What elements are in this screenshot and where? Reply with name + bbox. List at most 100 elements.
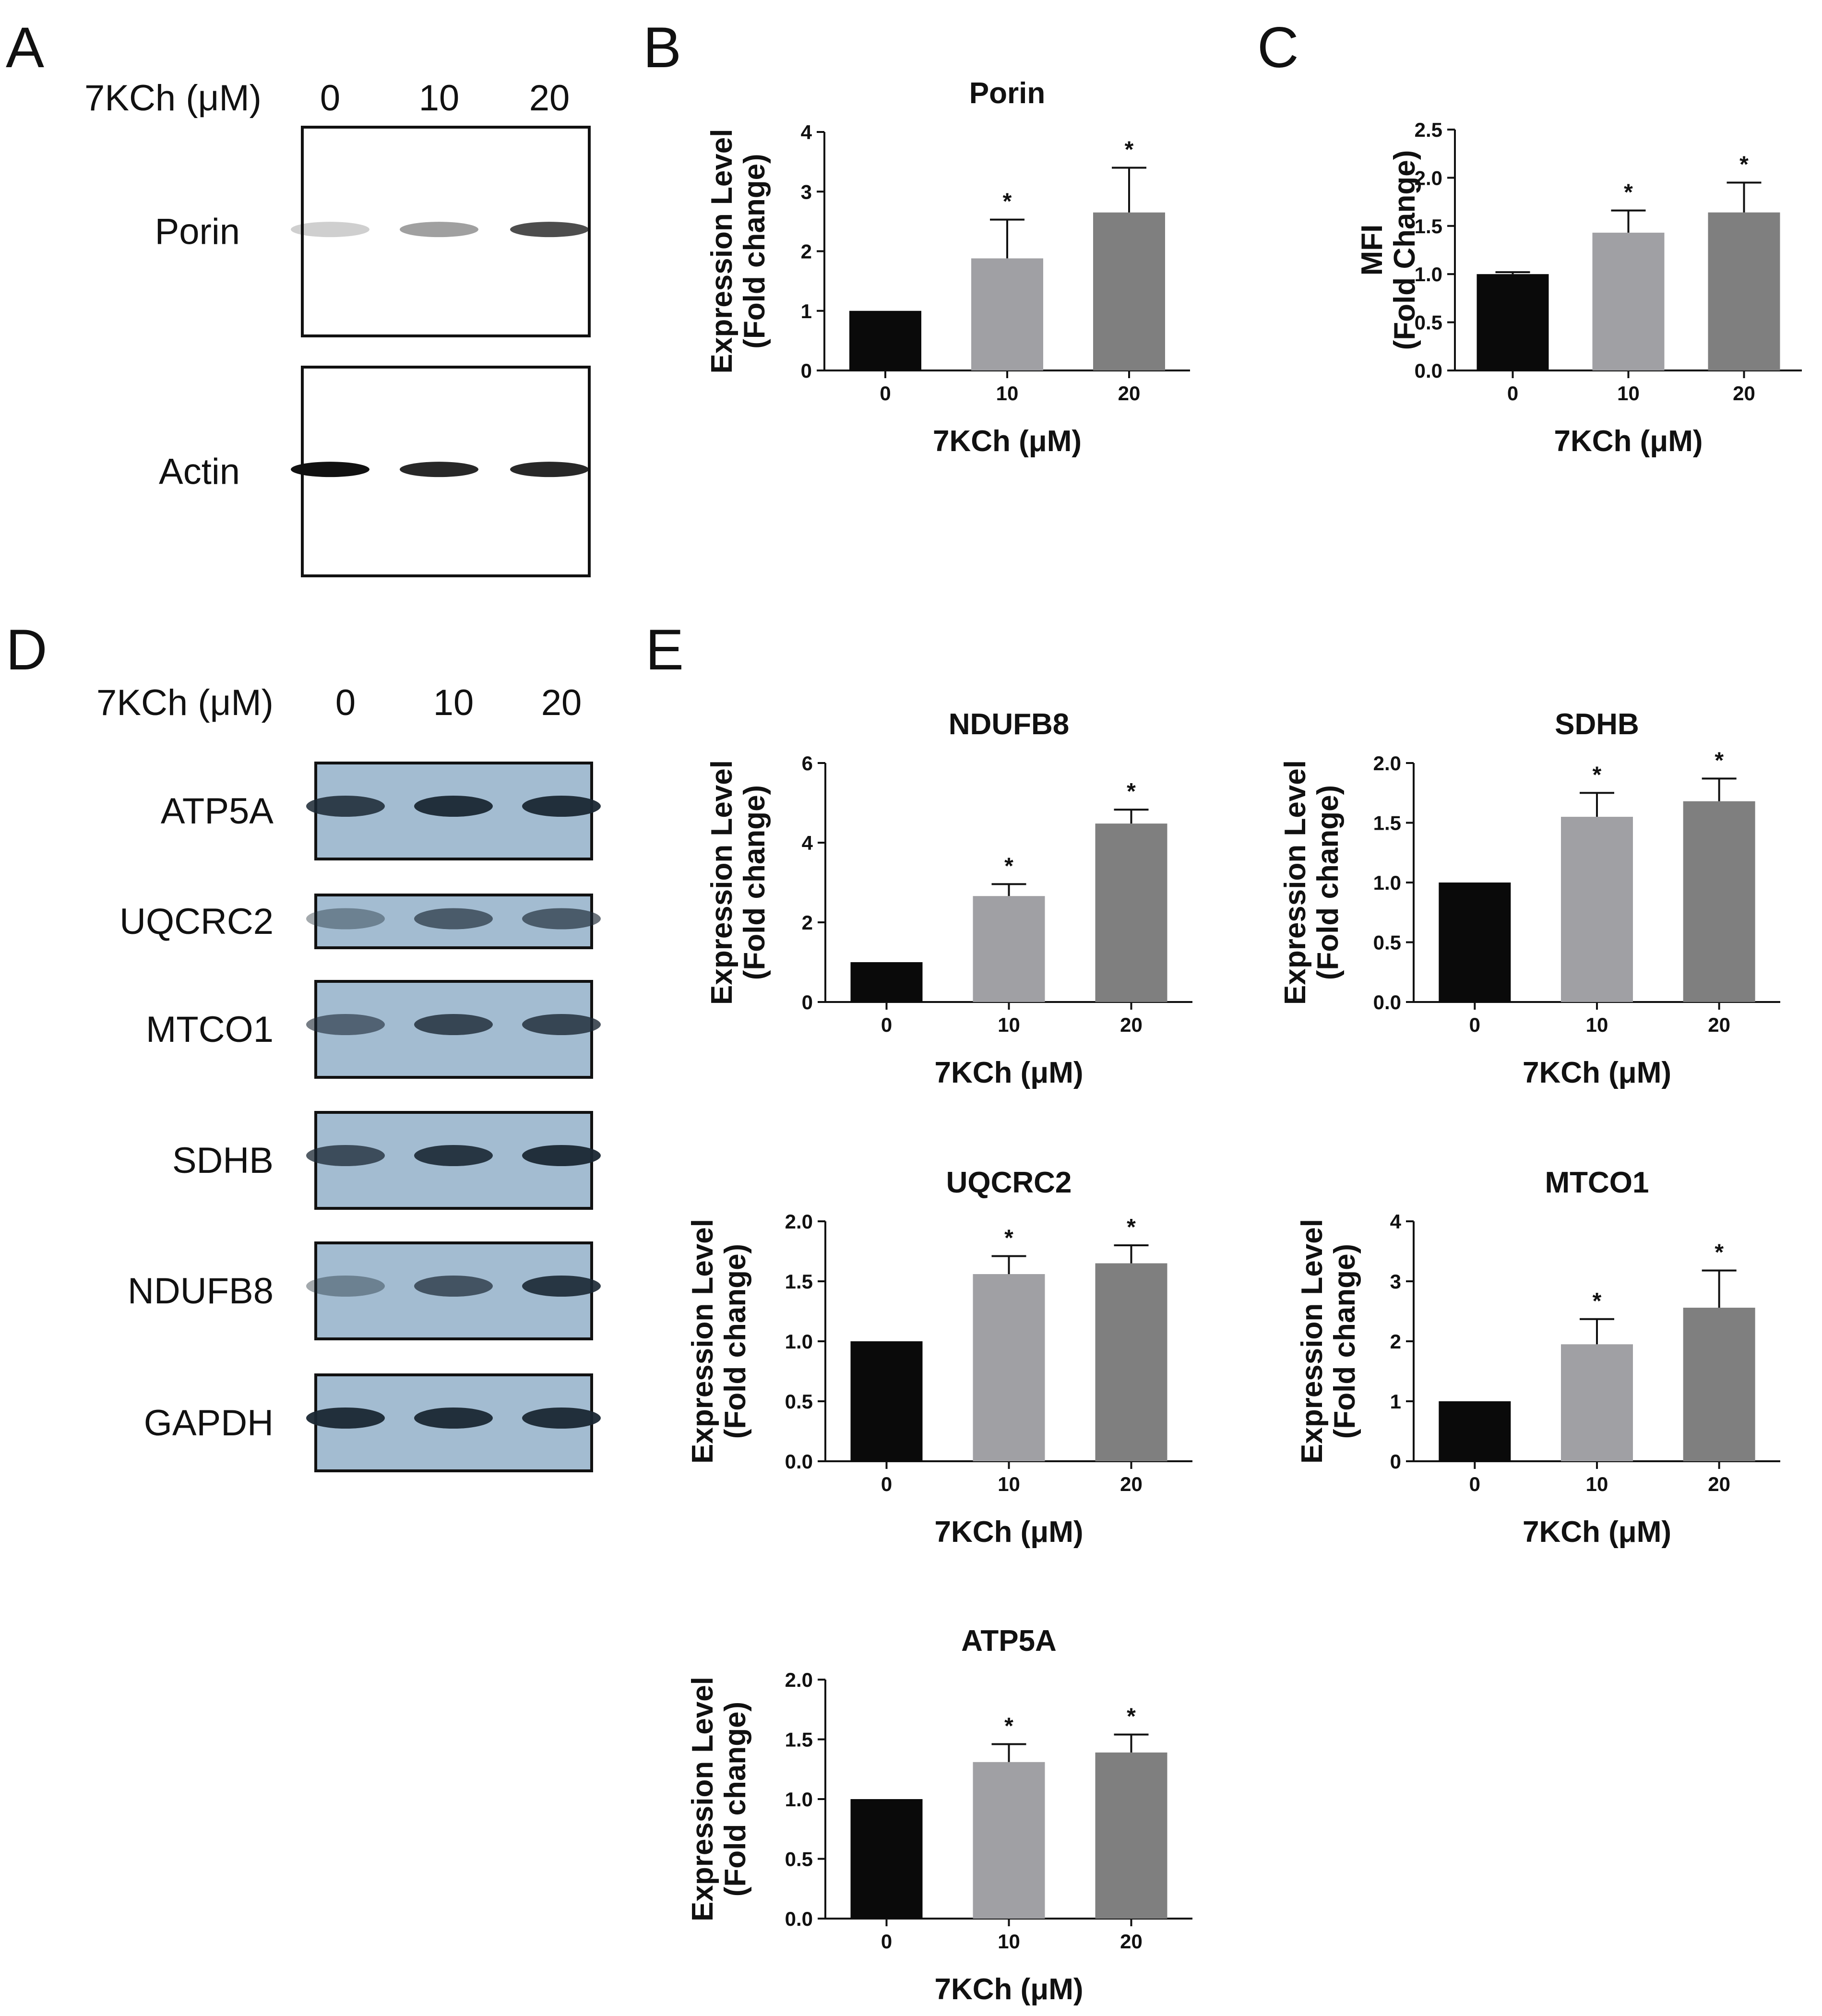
y-tick-label: 1.0 bbox=[1373, 871, 1401, 894]
significance-marker-10: * bbox=[1624, 180, 1633, 205]
bar-20 bbox=[1093, 212, 1165, 370]
x-tick-label-10: 10 bbox=[1617, 382, 1640, 405]
y-tick-label: 1.5 bbox=[785, 1270, 813, 1293]
x-tick-label-0: 0 bbox=[880, 382, 891, 405]
band-ndufb8-lane-2 bbox=[522, 1276, 601, 1297]
bar-10 bbox=[973, 1762, 1045, 1919]
y-tick-label: 3 bbox=[1390, 1270, 1401, 1293]
significance-marker-20: * bbox=[1127, 1704, 1136, 1730]
lane-label-10: 10 bbox=[433, 682, 474, 723]
bar-20 bbox=[1095, 1752, 1167, 1919]
significance-marker-10: * bbox=[1593, 762, 1602, 787]
x-axis-label: 7KCh (μM) bbox=[935, 1973, 1084, 2006]
x-tick-label-20: 20 bbox=[1733, 382, 1755, 405]
lane-label-10: 10 bbox=[419, 78, 460, 119]
y-tick-label: 2.0 bbox=[1373, 752, 1401, 775]
band-porin-lane-0 bbox=[291, 222, 369, 238]
bar-10 bbox=[973, 1274, 1045, 1461]
chart-title: NDUFB8 bbox=[949, 708, 1069, 741]
y-tick-label: 2.0 bbox=[785, 1210, 813, 1233]
lane-label-20: 20 bbox=[541, 682, 582, 723]
bar-0 bbox=[1439, 1401, 1511, 1461]
y-tick-label: 3 bbox=[801, 180, 812, 203]
bar-10 bbox=[973, 896, 1045, 1002]
y-tick-label: 0 bbox=[1390, 1450, 1401, 1473]
chart-title: MTCO1 bbox=[1545, 1166, 1649, 1199]
chart-title: Porin bbox=[969, 77, 1045, 110]
y-tick-label: 0.5 bbox=[785, 1390, 813, 1413]
band-gapdh-lane-2 bbox=[522, 1408, 601, 1429]
x-tick-label-20: 20 bbox=[1118, 382, 1141, 405]
band-uqcrc2-lane-0 bbox=[306, 908, 385, 930]
band-label-sdhb: SDHB bbox=[172, 1140, 274, 1181]
chart-mfi: 0.0 0.5 1.0 1.5 2.0 2.5 MFI (Fold Change) 0 * 10 * 2… bbox=[1356, 119, 1802, 458]
band-gapdh-lane-0 bbox=[306, 1408, 385, 1429]
band-sdhb-lane-2 bbox=[522, 1145, 601, 1166]
band-atp5a-lane-0 bbox=[306, 796, 385, 817]
band-atp5a-lane-1 bbox=[414, 796, 493, 817]
panel-label-c: C bbox=[1257, 15, 1299, 80]
x-axis-label: 7KCh (μM) bbox=[935, 1056, 1084, 1089]
band-uqcrc2-lane-2 bbox=[522, 908, 601, 930]
x-tick-label-10: 10 bbox=[996, 382, 1019, 405]
significance-marker-20: * bbox=[1127, 779, 1136, 804]
y-axis-label: (Fold change) bbox=[1311, 785, 1345, 980]
y-axis-label: (Fold Change) bbox=[1388, 150, 1421, 350]
significance-marker-20: * bbox=[1127, 1215, 1136, 1240]
x-axis-label: 7KCh (μM) bbox=[935, 1515, 1084, 1549]
chart-sdhb: SDHB 0.0 0.5 1.0 1.5 2.0 Expression Level (Fold… bbox=[1279, 708, 1780, 1089]
band-mtco1-lane-0 bbox=[306, 1014, 385, 1035]
band-sdhb-lane-1 bbox=[414, 1145, 493, 1166]
bar-20 bbox=[1095, 823, 1167, 1002]
band-actin-lane-2 bbox=[510, 462, 589, 477]
band-ndufb8-lane-0 bbox=[306, 1276, 385, 1297]
x-tick-label-10: 10 bbox=[998, 1014, 1020, 1036]
x-axis-label: 7KCh (μM) bbox=[1554, 425, 1703, 458]
y-tick-label: 0.5 bbox=[1415, 311, 1442, 334]
bar-20 bbox=[1708, 212, 1780, 370]
band-gapdh-lane-1 bbox=[414, 1408, 493, 1429]
significance-marker-10: * bbox=[1004, 1226, 1013, 1251]
bar-10 bbox=[971, 258, 1043, 370]
y-tick-label: 4 bbox=[1390, 1210, 1402, 1233]
chart-title: UQCRC2 bbox=[946, 1166, 1072, 1199]
y-tick-label: 1.0 bbox=[1415, 263, 1442, 286]
western-blot-d: 7KCh (μM) 0 10 20 ATP5A UQCRC2 MTCO1 SDHB NDUFB8… bbox=[96, 682, 601, 1472]
band-porin-lane-1 bbox=[400, 222, 478, 238]
y-tick-label: 0.0 bbox=[1415, 359, 1442, 382]
significance-marker-10: * bbox=[1593, 1288, 1602, 1314]
x-tick-label-20: 20 bbox=[1708, 1473, 1730, 1495]
band-ndufb8-lane-1 bbox=[414, 1276, 493, 1297]
band-uqcrc2-lane-1 bbox=[414, 908, 493, 930]
bar-20 bbox=[1095, 1263, 1167, 1461]
y-tick-label: 4 bbox=[801, 121, 812, 143]
chart-atp5a: ATP5A 0.0 0.5 1.0 1.5 2.0 Expression Level (Fol… bbox=[686, 1624, 1192, 2006]
band-label-ndufb8: NDUFB8 bbox=[128, 1271, 274, 1312]
x-tick-label-10: 10 bbox=[998, 1930, 1020, 1953]
x-tick-label-0: 0 bbox=[1469, 1473, 1480, 1495]
y-tick-label: 1.5 bbox=[785, 1729, 813, 1751]
y-tick-label: 2.0 bbox=[1415, 167, 1442, 189]
x-tick-label-20: 20 bbox=[1708, 1014, 1730, 1036]
x-tick-label-20: 20 bbox=[1120, 1473, 1143, 1495]
panel-label-d: D bbox=[6, 618, 48, 682]
chart-title: SDHB bbox=[1555, 708, 1639, 741]
band-label-atp5a: ATP5A bbox=[161, 791, 274, 832]
y-tick-label: 2 bbox=[1390, 1330, 1401, 1353]
x-tick-label-20: 20 bbox=[1120, 1930, 1143, 1953]
y-axis-label: MFI bbox=[1356, 225, 1389, 276]
bar-0 bbox=[1477, 274, 1549, 370]
significance-marker-10: * bbox=[1004, 853, 1013, 879]
y-tick-label: 2 bbox=[802, 911, 813, 934]
band-label-gapdh: GAPDH bbox=[144, 1403, 274, 1443]
y-axis-label: Expression Level bbox=[1296, 1219, 1329, 1464]
y-tick-label: 2.5 bbox=[1415, 119, 1442, 141]
y-tick-label: 0.5 bbox=[1373, 931, 1401, 954]
panel-label-a: A bbox=[6, 15, 44, 80]
significance-marker-20: * bbox=[1715, 1240, 1724, 1265]
x-tick-label-0: 0 bbox=[881, 1473, 892, 1495]
x-tick-label-10: 10 bbox=[1586, 1014, 1608, 1036]
bar-10 bbox=[1592, 232, 1665, 370]
bar-0 bbox=[850, 1799, 923, 1919]
bar-0 bbox=[849, 310, 921, 370]
